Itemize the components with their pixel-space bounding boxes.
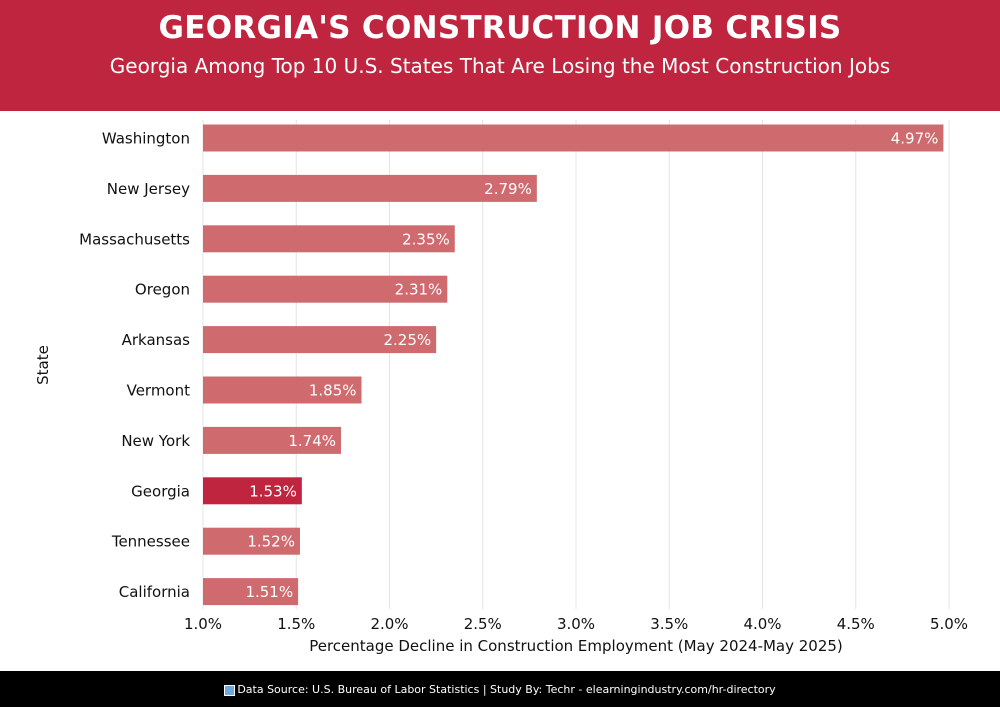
bar-value-label: 1.51% [245, 583, 293, 601]
y-category-label: Oregon [135, 281, 190, 299]
bar [203, 426, 342, 454]
y-category-label: Arkansas [122, 331, 191, 349]
bar [203, 225, 455, 253]
x-tick-label: 4.5% [837, 615, 875, 633]
bar-value-label: 2.31% [395, 281, 443, 299]
bar [203, 376, 362, 404]
bar-value-label: 1.53% [249, 482, 297, 500]
bar-value-label: 2.79% [484, 180, 532, 198]
bar [203, 124, 944, 152]
y-category-label: Washington [102, 130, 190, 148]
y-axis-title: State [34, 345, 52, 385]
y-category-label: New Jersey [107, 180, 190, 198]
bar-value-label: 1.52% [247, 533, 295, 551]
y-category-label: California [119, 583, 190, 601]
bar-value-label: 1.85% [309, 382, 357, 400]
page-title: GEORGIA'S CONSTRUCTION JOB CRISIS [158, 10, 842, 46]
header-banner: GEORGIA'S CONSTRUCTION JOB CRISIS Georgi… [0, 0, 1000, 111]
x-tick-label: 4.0% [743, 615, 781, 633]
x-tick-label: 1.0% [184, 615, 222, 633]
bar [203, 174, 537, 202]
bar [203, 578, 299, 606]
bar-value-label: 2.25% [383, 331, 431, 349]
bar [203, 527, 300, 555]
x-tick-label: 3.0% [557, 615, 595, 633]
x-axis-title: Percentage Decline in Construction Emplo… [309, 637, 843, 655]
x-tick-label: 2.0% [370, 615, 408, 633]
bar [203, 326, 437, 354]
x-tick-label: 5.0% [930, 615, 968, 633]
y-category-label: New York [121, 432, 190, 450]
y-category-label: Vermont [127, 382, 191, 400]
footer-source-text: Data Source: U.S. Bureau of Labor Statis… [237, 682, 776, 696]
x-tick-label: 3.5% [650, 615, 688, 633]
y-category-label: Georgia [131, 482, 190, 500]
bar [203, 275, 448, 303]
x-tick-label: 1.5% [277, 615, 315, 633]
bar-chart: 4.97% 2.79% 2.35% 2.31% 2.25% 1.85% 1.74% 1.53%… [34, 120, 968, 655]
bar-highlight [203, 477, 302, 505]
page-subtitle: Georgia Among Top 10 U.S. States That Ar… [109, 54, 891, 78]
bar-value-label: 1.74% [288, 432, 336, 450]
footer-bar: Data Source: U.S. Bureau of Labor Statis… [0, 671, 1000, 707]
bar-chart-icon [224, 684, 236, 696]
x-tick-label: 2.5% [464, 615, 502, 633]
bar-value-label: 4.97% [891, 130, 939, 148]
bar-value-label: 2.35% [402, 230, 450, 248]
y-category-label: Tennessee [111, 533, 190, 551]
y-category-label: Massachusetts [79, 230, 190, 248]
